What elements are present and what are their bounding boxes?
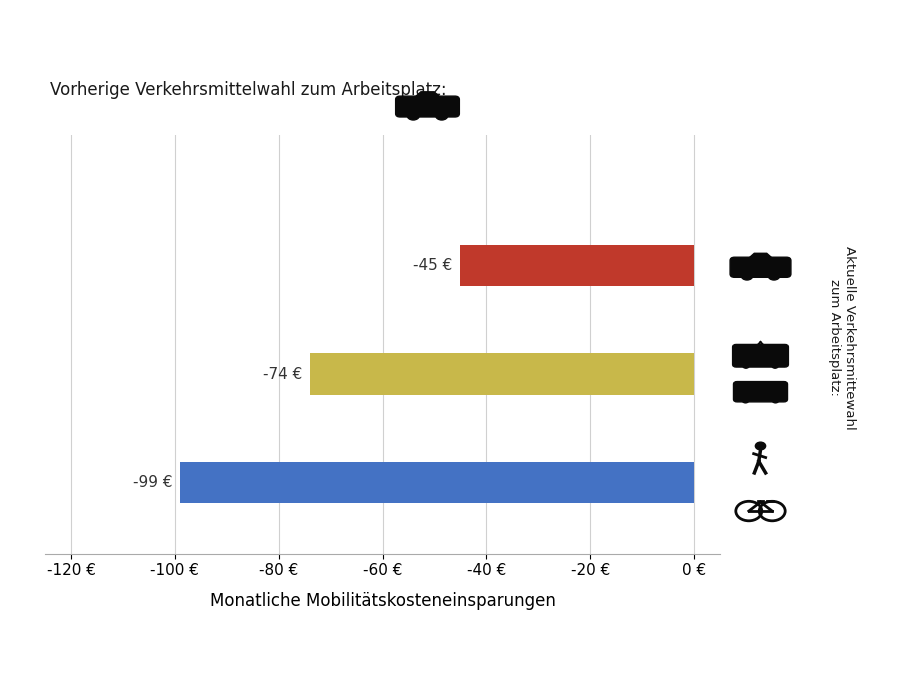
Text: Aktuelle Verkehrsmittewahl
zum Arbeitsplatz:: Aktuelle Verkehrsmittewahl zum Arbeitspl… bbox=[827, 246, 856, 429]
Bar bbox=[310, 354, 694, 395]
Text: -74 €: -74 € bbox=[263, 367, 302, 381]
X-axis label: Monatliche Mobilitätskosteneinsparungen: Monatliche Mobilitätskosteneinsparungen bbox=[210, 592, 555, 610]
Text: -45 €: -45 € bbox=[413, 258, 453, 273]
Text: Vorherige Verkehrsmittelwahl zum Arbeitsplatz:: Vorherige Verkehrsmittelwahl zum Arbeits… bbox=[50, 81, 446, 99]
Bar bbox=[461, 245, 694, 286]
Bar bbox=[180, 462, 694, 504]
Text: -99 €: -99 € bbox=[132, 475, 172, 490]
